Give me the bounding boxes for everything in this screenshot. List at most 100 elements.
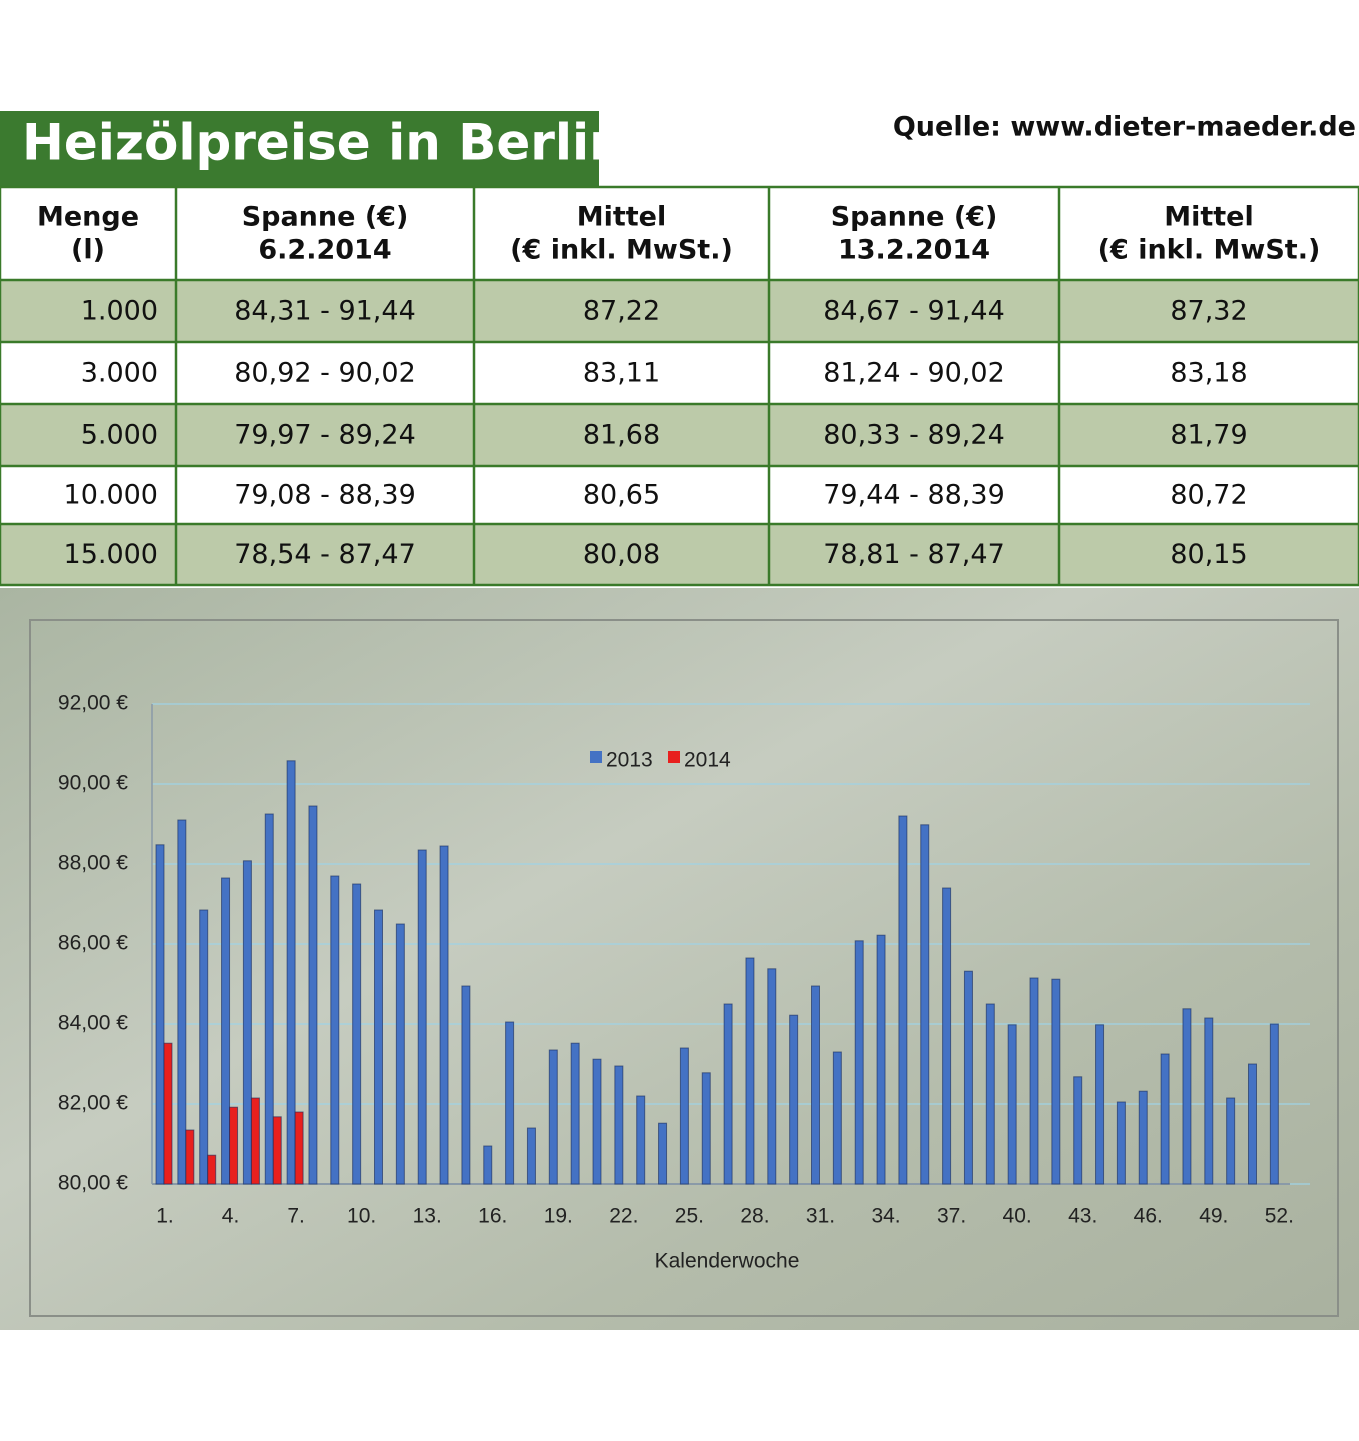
- bar: [963, 970, 973, 1185]
- bar: [483, 1145, 493, 1185]
- bar: [272, 1116, 282, 1185]
- x-tick-label: 19.: [544, 1205, 573, 1228]
- table-cell: 78,81 - 87,47: [823, 539, 1005, 570]
- bar: [548, 1049, 558, 1185]
- bar: [155, 844, 165, 1185]
- table-cell: 80,72: [1170, 480, 1247, 511]
- table-cell: 80,33 - 89,24: [823, 420, 1005, 451]
- bar: [1248, 1063, 1257, 1185]
- y-tick-label: 80,00 €: [58, 1172, 128, 1195]
- bar: [1138, 1090, 1148, 1185]
- x-tick-label: 31.: [806, 1205, 835, 1228]
- header-cell: (l): [71, 235, 105, 266]
- header-cell: Menge: [37, 202, 139, 233]
- bar: [745, 957, 755, 1185]
- x-tick-label: 52.: [1265, 1205, 1294, 1228]
- bar: [789, 1014, 799, 1185]
- table-row: [0, 466, 1359, 524]
- y-tick-label: 88,00 €: [58, 852, 128, 875]
- bar: [1073, 1076, 1083, 1185]
- table-row: [0, 524, 1359, 585]
- header-cell: 13.2.2014: [838, 235, 990, 266]
- table-cell: 80,65: [583, 480, 660, 511]
- legend-swatch: [668, 751, 680, 763]
- table-cell: 78,54 - 87,47: [234, 539, 416, 570]
- bar: [614, 1065, 624, 1185]
- header-cell: Mittel: [577, 202, 667, 233]
- x-tick-label: 37.: [937, 1205, 966, 1228]
- bar: [876, 934, 886, 1185]
- bar: [1182, 1008, 1192, 1185]
- y-tick-label: 90,00 €: [58, 772, 128, 795]
- bar: [1051, 978, 1061, 1185]
- x-tick-label: 28.: [740, 1205, 769, 1228]
- bar: [1095, 1024, 1105, 1185]
- bar: [1226, 1097, 1236, 1185]
- bar: [461, 985, 471, 1185]
- bar: [767, 968, 777, 1185]
- bar: [242, 860, 252, 1185]
- bar: [177, 819, 187, 1185]
- header-row: [0, 187, 1359, 280]
- y-tick-label: 82,00 €: [58, 1092, 128, 1115]
- bar: [395, 923, 405, 1185]
- bar: [207, 1154, 217, 1185]
- table-row: [0, 280, 1359, 342]
- table-cell: 81,68: [583, 420, 660, 451]
- bar: [439, 845, 449, 1185]
- x-tick-label: 22.: [609, 1205, 638, 1228]
- table-cell: 87,32: [1170, 296, 1247, 327]
- table-cell: 5.000: [81, 420, 158, 451]
- x-tick-label: 10.: [347, 1205, 376, 1228]
- table-cell: 83,11: [583, 358, 660, 389]
- bar: [1160, 1053, 1170, 1185]
- bar: [250, 1097, 260, 1185]
- table-cell: 81,24 - 90,02: [823, 358, 1005, 389]
- table-cell: 80,15: [1170, 539, 1247, 570]
- table-row: [0, 404, 1359, 466]
- table-cell: 87,22: [583, 296, 660, 327]
- source: Quelle: www.dieter-maeder.de: [893, 112, 1356, 143]
- bar: [163, 1042, 173, 1185]
- bar: [832, 1051, 842, 1185]
- chart-frame: [29, 619, 1339, 1317]
- bar: [1116, 1101, 1126, 1185]
- bar: [1204, 1017, 1214, 1185]
- y-tick-label: 86,00 €: [58, 932, 128, 955]
- bar: [942, 887, 952, 1185]
- bar: [308, 805, 318, 1185]
- table-cell: 79,97 - 89,24: [234, 420, 416, 451]
- header-cell: (€ inkl. MwSt.): [1098, 235, 1321, 266]
- x-tick-label: 49.: [1199, 1205, 1228, 1228]
- bar: [1007, 1024, 1017, 1185]
- table-cell: 1.000: [81, 296, 158, 327]
- x-axis-title: Kalenderwoche: [655, 1250, 800, 1273]
- header-cell: Mittel: [1164, 202, 1254, 233]
- x-tick-label: 1.: [156, 1205, 174, 1228]
- y-tick-label: 84,00 €: [58, 1012, 128, 1035]
- bar: [526, 1127, 536, 1185]
- bar: [264, 813, 274, 1185]
- table-cell: 81,79: [1170, 420, 1247, 451]
- bar: [723, 1003, 733, 1185]
- table-cell: 84,67 - 91,44: [823, 296, 1005, 327]
- bar: [854, 940, 864, 1185]
- table-cell: 80,08: [583, 539, 660, 570]
- bar: [898, 815, 908, 1185]
- x-tick-label: 40.: [1003, 1205, 1032, 1228]
- x-tick-label: 16.: [478, 1205, 507, 1228]
- bar: [286, 760, 296, 1185]
- bar: [1029, 977, 1039, 1185]
- x-tick-label: 7.: [287, 1205, 305, 1228]
- bar: [985, 1003, 995, 1185]
- table-row: [0, 342, 1359, 404]
- title: Heizölpreise in Berlin: [22, 114, 625, 172]
- x-tick-label: 25.: [675, 1205, 704, 1228]
- bar: [701, 1072, 711, 1185]
- header-cell: 6.2.2014: [258, 235, 391, 266]
- table-cell: 15.000: [64, 539, 158, 570]
- bar: [679, 1047, 689, 1185]
- bar: [920, 824, 930, 1185]
- bar: [592, 1058, 602, 1185]
